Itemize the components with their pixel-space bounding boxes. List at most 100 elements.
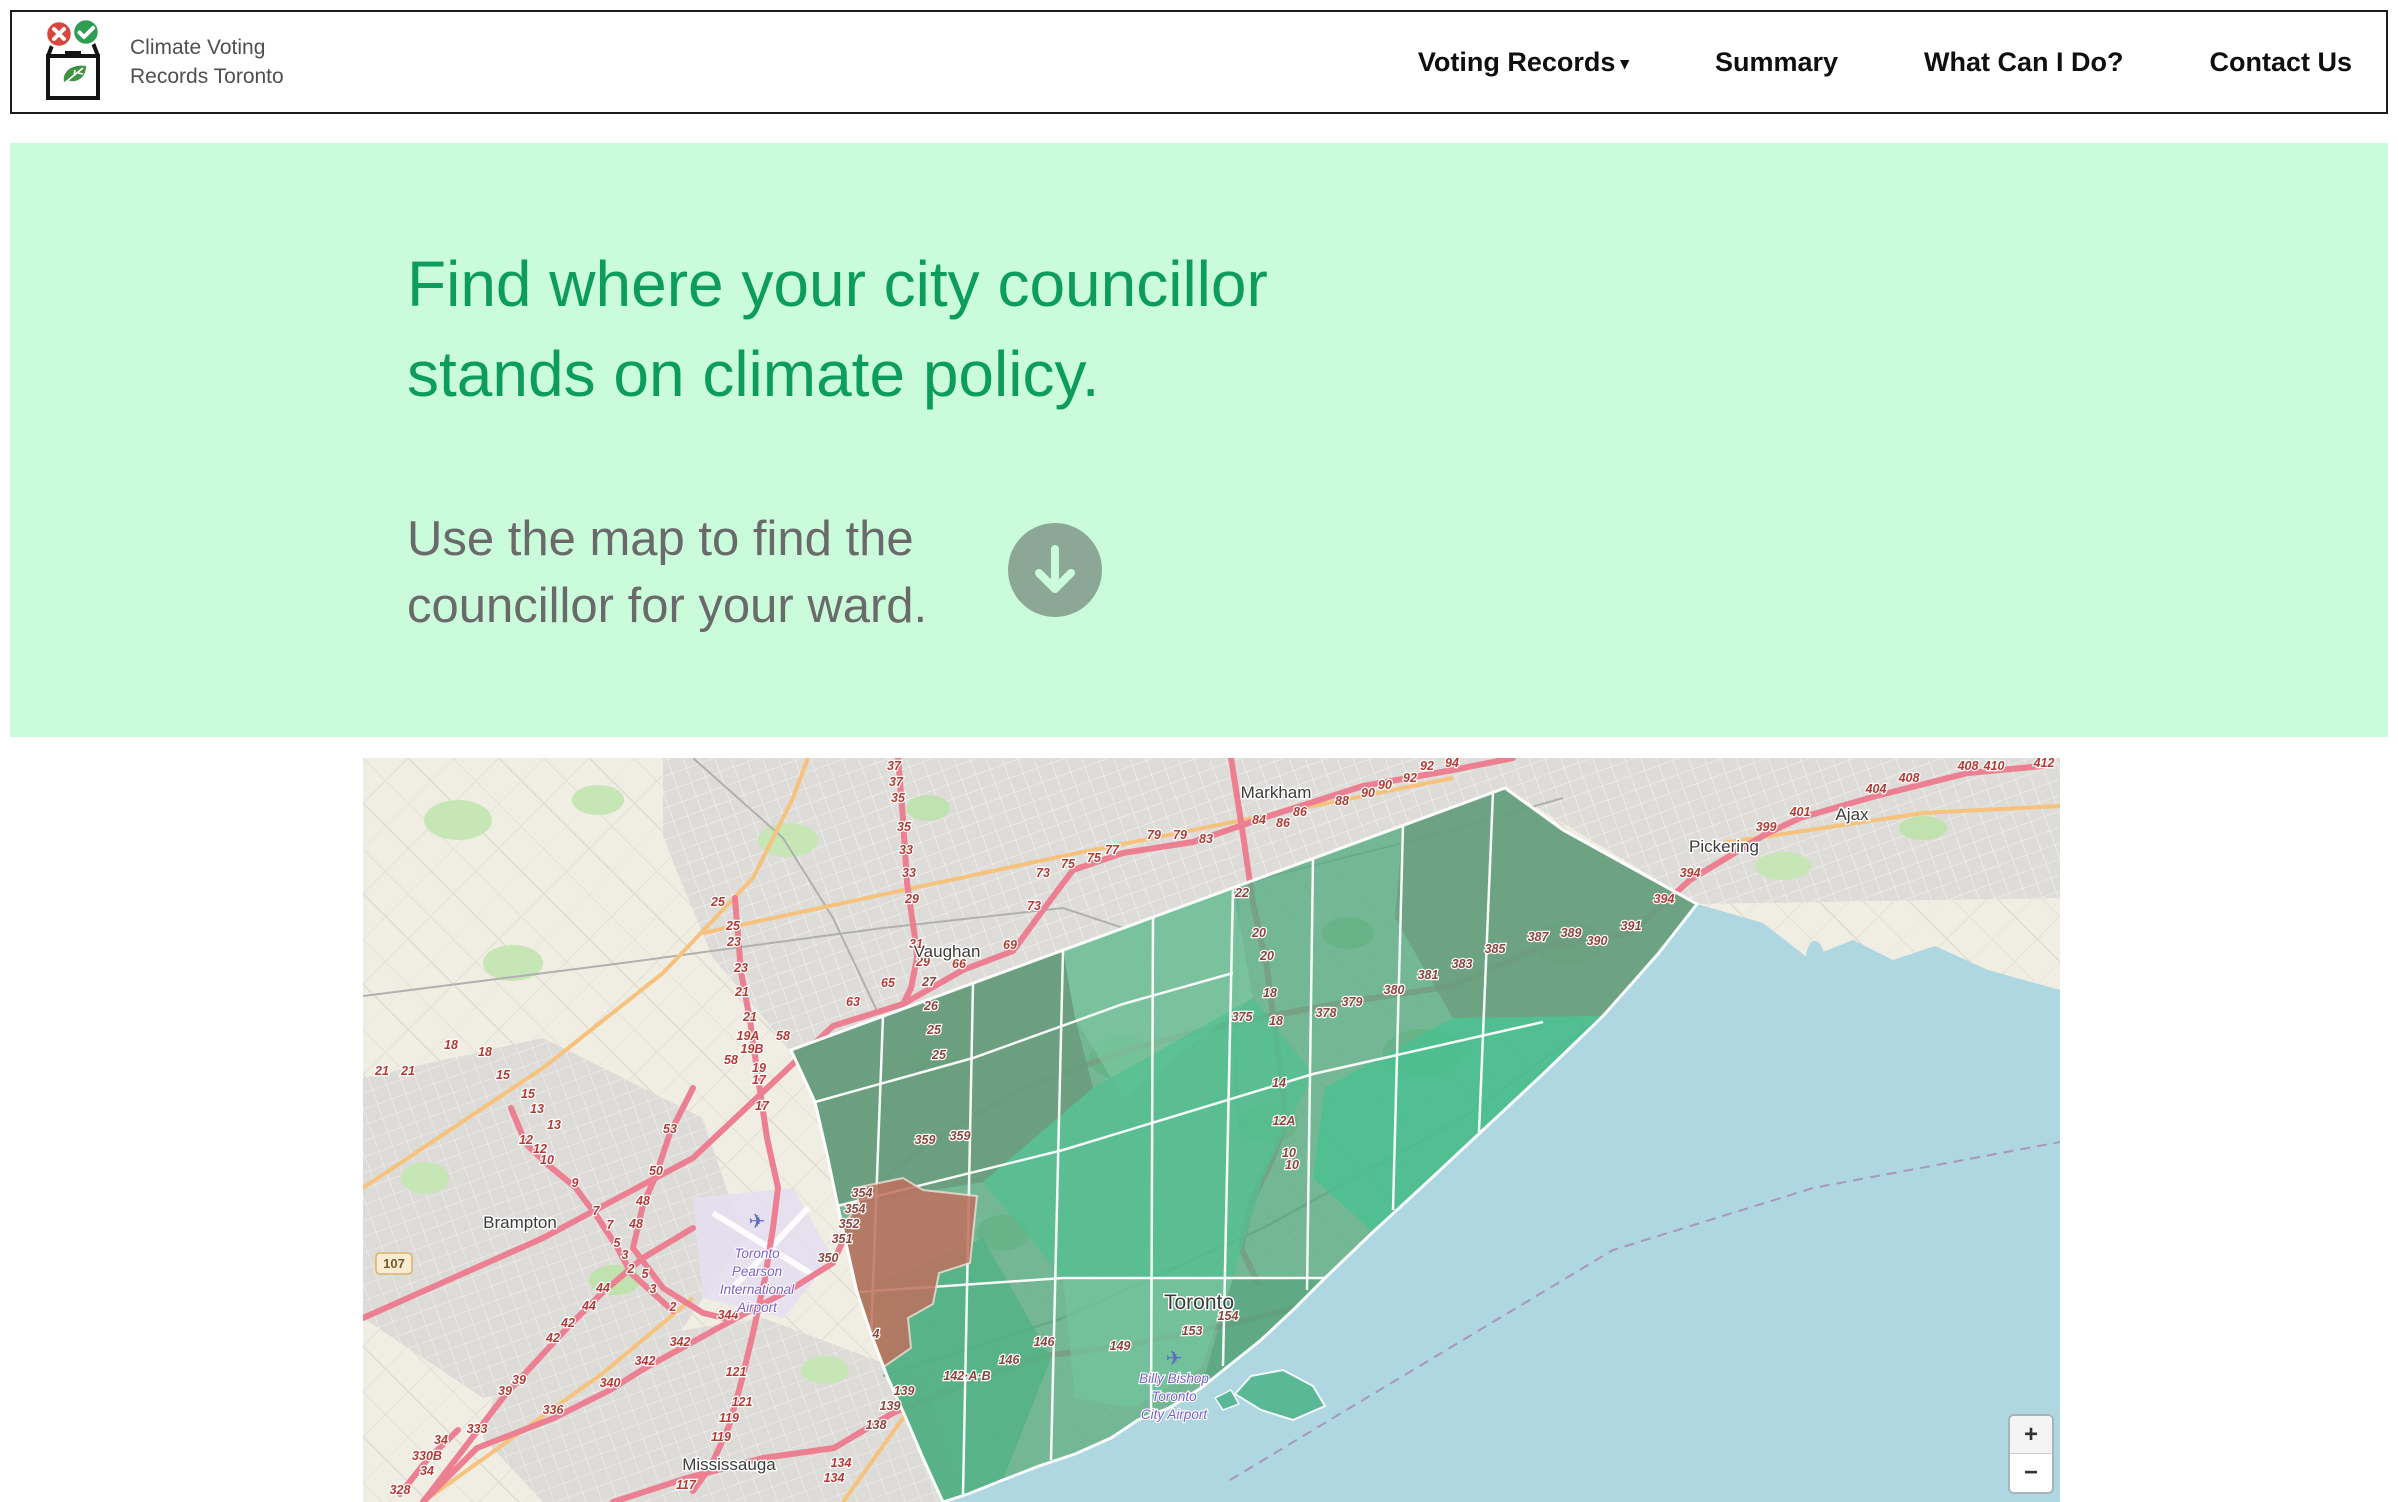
zoom-out-button[interactable]: − — [2010, 1454, 2052, 1492]
svg-text:65: 65 — [881, 976, 896, 990]
svg-text:394: 394 — [1680, 866, 1701, 880]
svg-text:12: 12 — [533, 1142, 547, 1156]
svg-text:31: 31 — [909, 937, 923, 951]
hero-banner: Find where your city councillor stands o… — [10, 143, 2388, 737]
nav-voting-records[interactable]: Voting Records ▾ — [1418, 47, 1629, 78]
svg-text:401: 401 — [1789, 805, 1811, 819]
svg-text:21: 21 — [400, 1064, 415, 1078]
svg-text:Vaughan: Vaughan — [914, 942, 981, 961]
svg-text:23: 23 — [726, 935, 741, 949]
svg-text:13: 13 — [547, 1118, 561, 1132]
svg-text:84: 84 — [1252, 813, 1266, 827]
svg-text:404: 404 — [1865, 782, 1887, 796]
svg-text:389: 389 — [1561, 926, 1582, 940]
svg-text:354: 354 — [852, 1186, 873, 1200]
site-header: Climate Voting Records Toronto Voting Re… — [10, 10, 2388, 114]
svg-text:Toronto: Toronto — [734, 1246, 780, 1261]
svg-text:410: 410 — [1983, 759, 2005, 773]
svg-text:138: 138 — [866, 1418, 887, 1432]
svg-text:73: 73 — [1036, 866, 1050, 880]
svg-text:359: 359 — [915, 1133, 936, 1147]
svg-text:75: 75 — [1061, 857, 1076, 871]
svg-text:342: 342 — [670, 1335, 691, 1349]
svg-text:4: 4 — [872, 1327, 880, 1341]
svg-text:359: 359 — [950, 1129, 971, 1143]
svg-text:13: 13 — [530, 1102, 544, 1116]
svg-text:27: 27 — [921, 975, 937, 989]
svg-text:25: 25 — [710, 895, 726, 909]
svg-text:90: 90 — [1361, 786, 1375, 800]
svg-text:17: 17 — [755, 1099, 770, 1113]
svg-text:75: 75 — [1087, 851, 1102, 865]
ballot-box-logo-icon — [44, 20, 101, 100]
svg-text:Toronto: Toronto — [1164, 1291, 1234, 1314]
svg-text:21: 21 — [734, 985, 749, 999]
nav-contact-us-label: Contact Us — [2209, 46, 2352, 77]
svg-text:86: 86 — [1293, 805, 1308, 819]
svg-text:18: 18 — [478, 1045, 492, 1059]
zoom-in-button[interactable]: + — [2010, 1416, 2052, 1454]
svg-text:378: 378 — [1316, 1006, 1337, 1020]
svg-text:17: 17 — [752, 1073, 767, 1087]
svg-text:375: 375 — [1232, 1010, 1254, 1024]
svg-text:21: 21 — [374, 1064, 389, 1078]
svg-text:390: 390 — [1587, 934, 1608, 948]
svg-text:25: 25 — [926, 1023, 942, 1037]
svg-text:37: 37 — [887, 759, 902, 773]
svg-text:15: 15 — [521, 1087, 536, 1101]
interactive-map[interactable]: 25 25 23 23 21 21 19A 58 19B 58 19 17 17 53 50 48 48 37 37… — [363, 758, 2060, 1502]
svg-text:69: 69 — [1003, 938, 1017, 952]
svg-text:391: 391 — [1621, 919, 1642, 933]
svg-text:44: 44 — [581, 1299, 596, 1313]
svg-text:344: 344 — [718, 1308, 739, 1322]
svg-text:53: 53 — [663, 1122, 677, 1136]
nav-summary[interactable]: Summary — [1715, 47, 1838, 78]
svg-text:35: 35 — [891, 791, 906, 805]
brand: Climate Voting Records Toronto — [34, 20, 284, 104]
svg-text:408: 408 — [1898, 771, 1920, 785]
nav-what-can-i-do[interactable]: What Can I Do? — [1924, 47, 2123, 78]
svg-text:154: 154 — [1218, 1309, 1239, 1323]
svg-text:18: 18 — [444, 1038, 458, 1052]
toronto-islands[interactable] — [1233, 1368, 1327, 1422]
hero-subtitle: Use the map to find the councillor for y… — [407, 512, 928, 633]
scroll-down-button[interactable] — [1008, 523, 1102, 617]
svg-text:58: 58 — [776, 1029, 790, 1043]
svg-text:412: 412 — [2033, 758, 2055, 770]
svg-text:352: 352 — [839, 1217, 860, 1231]
svg-text:142·A·B: 142·A·B — [943, 1369, 990, 1383]
svg-text:119: 119 — [711, 1430, 731, 1444]
svg-text:39: 39 — [498, 1384, 512, 1398]
brand-line-2: Records Toronto — [130, 65, 284, 88]
water-boundary-line — [1229, 1141, 2060, 1481]
svg-text:10: 10 — [1282, 1146, 1296, 1160]
svg-text:79: 79 — [1173, 828, 1187, 842]
svg-text:10: 10 — [1285, 1158, 1299, 1172]
svg-text:7: 7 — [607, 1218, 615, 1232]
svg-text:336: 336 — [543, 1403, 565, 1417]
nav-contact-us[interactable]: Contact Us — [2209, 47, 2352, 78]
svg-text:387: 387 — [1528, 930, 1550, 944]
svg-text:5: 5 — [614, 1236, 622, 1250]
svg-text:328: 328 — [390, 1483, 411, 1497]
down-arrow-icon — [1035, 545, 1075, 593]
svg-text:21: 21 — [742, 1010, 757, 1024]
svg-text:146: 146 — [999, 1353, 1021, 1367]
svg-text:44: 44 — [595, 1281, 610, 1295]
svg-text:34: 34 — [420, 1464, 434, 1478]
svg-text:Billy Bishop: Billy Bishop — [1139, 1371, 1209, 1386]
svg-text:2: 2 — [627, 1262, 635, 1276]
svg-text:International: International — [720, 1282, 795, 1297]
svg-text:134: 134 — [831, 1456, 852, 1470]
brand-line-1: Climate Voting — [130, 36, 266, 59]
map-zoom-control: + − — [2008, 1414, 2054, 1494]
svg-text:18: 18 — [1269, 1014, 1283, 1028]
svg-text:34: 34 — [434, 1433, 448, 1447]
nav-voting-records-label: Voting Records — [1417, 46, 1616, 77]
route-107-label: 107 — [383, 1256, 405, 1271]
svg-text:33: 33 — [902, 866, 916, 880]
route-107-shield: 107 — [375, 1252, 413, 1275]
svg-text:Pearson: Pearson — [732, 1264, 782, 1279]
